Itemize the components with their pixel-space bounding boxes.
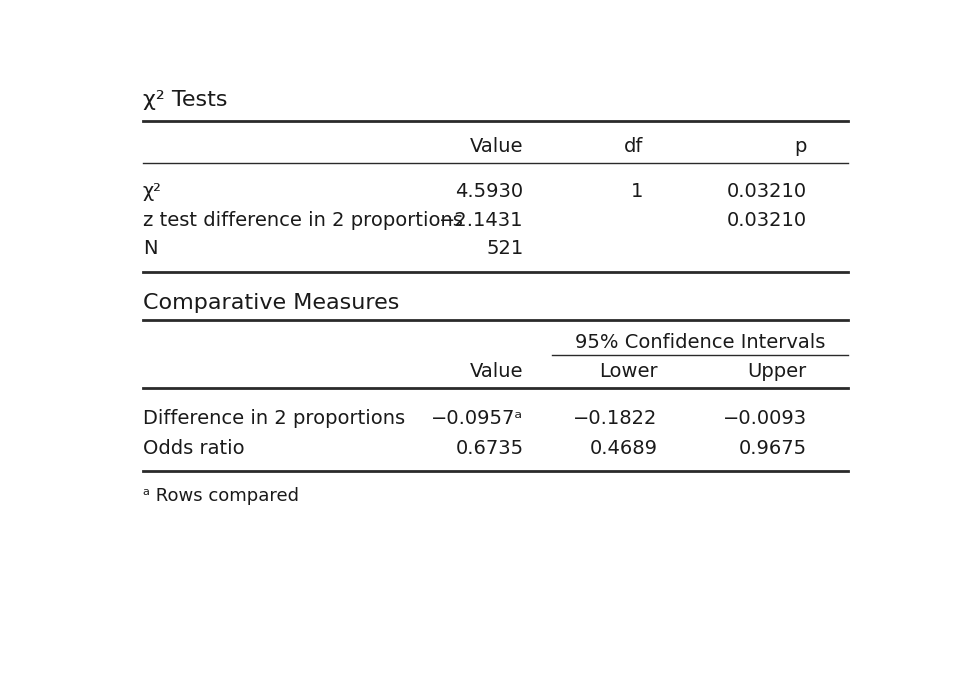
Text: Difference in 2 proportions: Difference in 2 proportions — [143, 409, 404, 428]
Text: −0.1822: −0.1822 — [573, 409, 658, 428]
Text: Upper: Upper — [747, 362, 807, 381]
Text: N: N — [143, 239, 157, 258]
Text: z test difference in 2 proportions: z test difference in 2 proportions — [143, 211, 462, 230]
Text: 0.9675: 0.9675 — [739, 439, 807, 458]
Text: Comparative Measures: Comparative Measures — [143, 293, 399, 313]
Text: Lower: Lower — [599, 362, 658, 381]
Text: ᵃ Rows compared: ᵃ Rows compared — [143, 487, 299, 505]
Text: 0.6735: 0.6735 — [455, 439, 524, 458]
Text: df: df — [623, 138, 643, 156]
Text: 0.4689: 0.4689 — [589, 439, 658, 458]
Text: 1: 1 — [631, 183, 643, 202]
Text: Odds ratio: Odds ratio — [143, 439, 245, 458]
Text: Value: Value — [470, 362, 524, 381]
Text: −2.1431: −2.1431 — [439, 211, 524, 230]
Text: 521: 521 — [486, 239, 524, 258]
Text: χ² Tests: χ² Tests — [143, 90, 227, 110]
Text: −0.0093: −0.0093 — [723, 409, 807, 428]
Text: 4.5930: 4.5930 — [455, 183, 524, 202]
Text: −0.0957ᵃ: −0.0957ᵃ — [431, 409, 524, 428]
Text: 95% Confidence Intervals: 95% Confidence Intervals — [575, 333, 825, 352]
Text: 0.03210: 0.03210 — [727, 183, 807, 202]
Text: 0.03210: 0.03210 — [727, 211, 807, 230]
Text: χ²: χ² — [143, 183, 162, 202]
Text: p: p — [794, 138, 807, 156]
Text: Value: Value — [470, 138, 524, 156]
